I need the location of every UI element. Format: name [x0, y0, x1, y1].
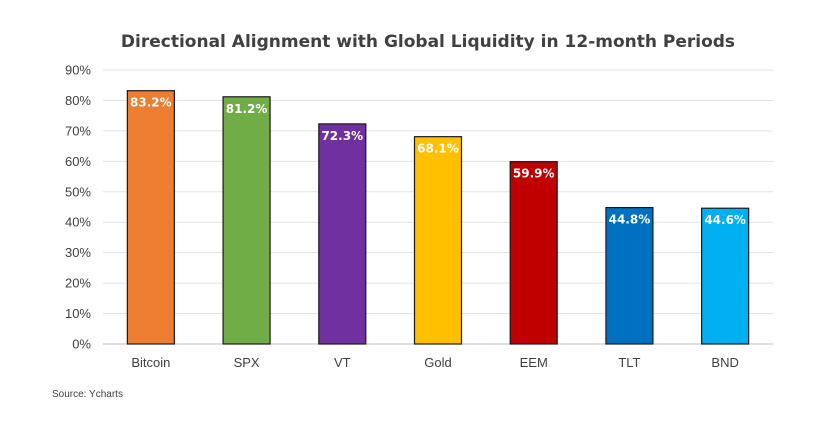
source-note: Source: Ycharts	[52, 389, 123, 400]
bar-tlt	[605, 207, 654, 345]
y-tick-label: 60%	[65, 154, 91, 169]
x-axis: Bitcoin SPX VT Gold EEM TLT BND	[131, 355, 739, 370]
data-label: 68.1%	[417, 142, 459, 156]
data-label: 83.2%	[130, 96, 172, 110]
bar-eem	[509, 161, 558, 345]
y-tick-label: 80%	[65, 93, 91, 108]
data-label: 81.2%	[226, 102, 268, 116]
y-tick-label: 30%	[65, 245, 91, 260]
data-label: 72.3%	[321, 129, 363, 143]
x-tick-label: SPX	[234, 355, 260, 370]
data-label: 59.9%	[513, 167, 555, 181]
x-tick-label: TLT	[618, 355, 640, 370]
data-label: 44.6%	[704, 213, 746, 227]
y-tick-label: 40%	[65, 215, 91, 230]
y-tick-label: 90%	[65, 63, 91, 78]
y-axis: 0% 10% 20% 30% 40% 50% 60% 70% 80% 90%	[65, 63, 91, 352]
x-tick-label: VT	[334, 355, 351, 370]
y-tick-label: 10%	[65, 306, 91, 321]
bar-vt	[318, 123, 367, 345]
chart-title: Directional Alignment with Global Liquid…	[121, 32, 735, 52]
y-tick-label: 0%	[72, 337, 91, 352]
y-tick-label: 50%	[65, 184, 91, 199]
bar-spx	[222, 96, 271, 345]
x-tick-label: BND	[711, 355, 738, 370]
bar-bnd	[701, 207, 750, 345]
x-tick-label: Gold	[424, 355, 451, 370]
x-tick-label: Bitcoin	[131, 355, 170, 370]
bars: 83.2% 81.2% 72.3% 68.1% 59.9% 44.8% 44.6%	[126, 90, 750, 345]
y-tick-label: 20%	[65, 276, 91, 291]
y-tick-label: 70%	[65, 123, 91, 138]
x-tick-label: EEM	[520, 355, 548, 370]
bar-gold	[413, 136, 463, 345]
bar-bitcoin	[126, 90, 175, 345]
data-label: 44.8%	[609, 213, 651, 227]
